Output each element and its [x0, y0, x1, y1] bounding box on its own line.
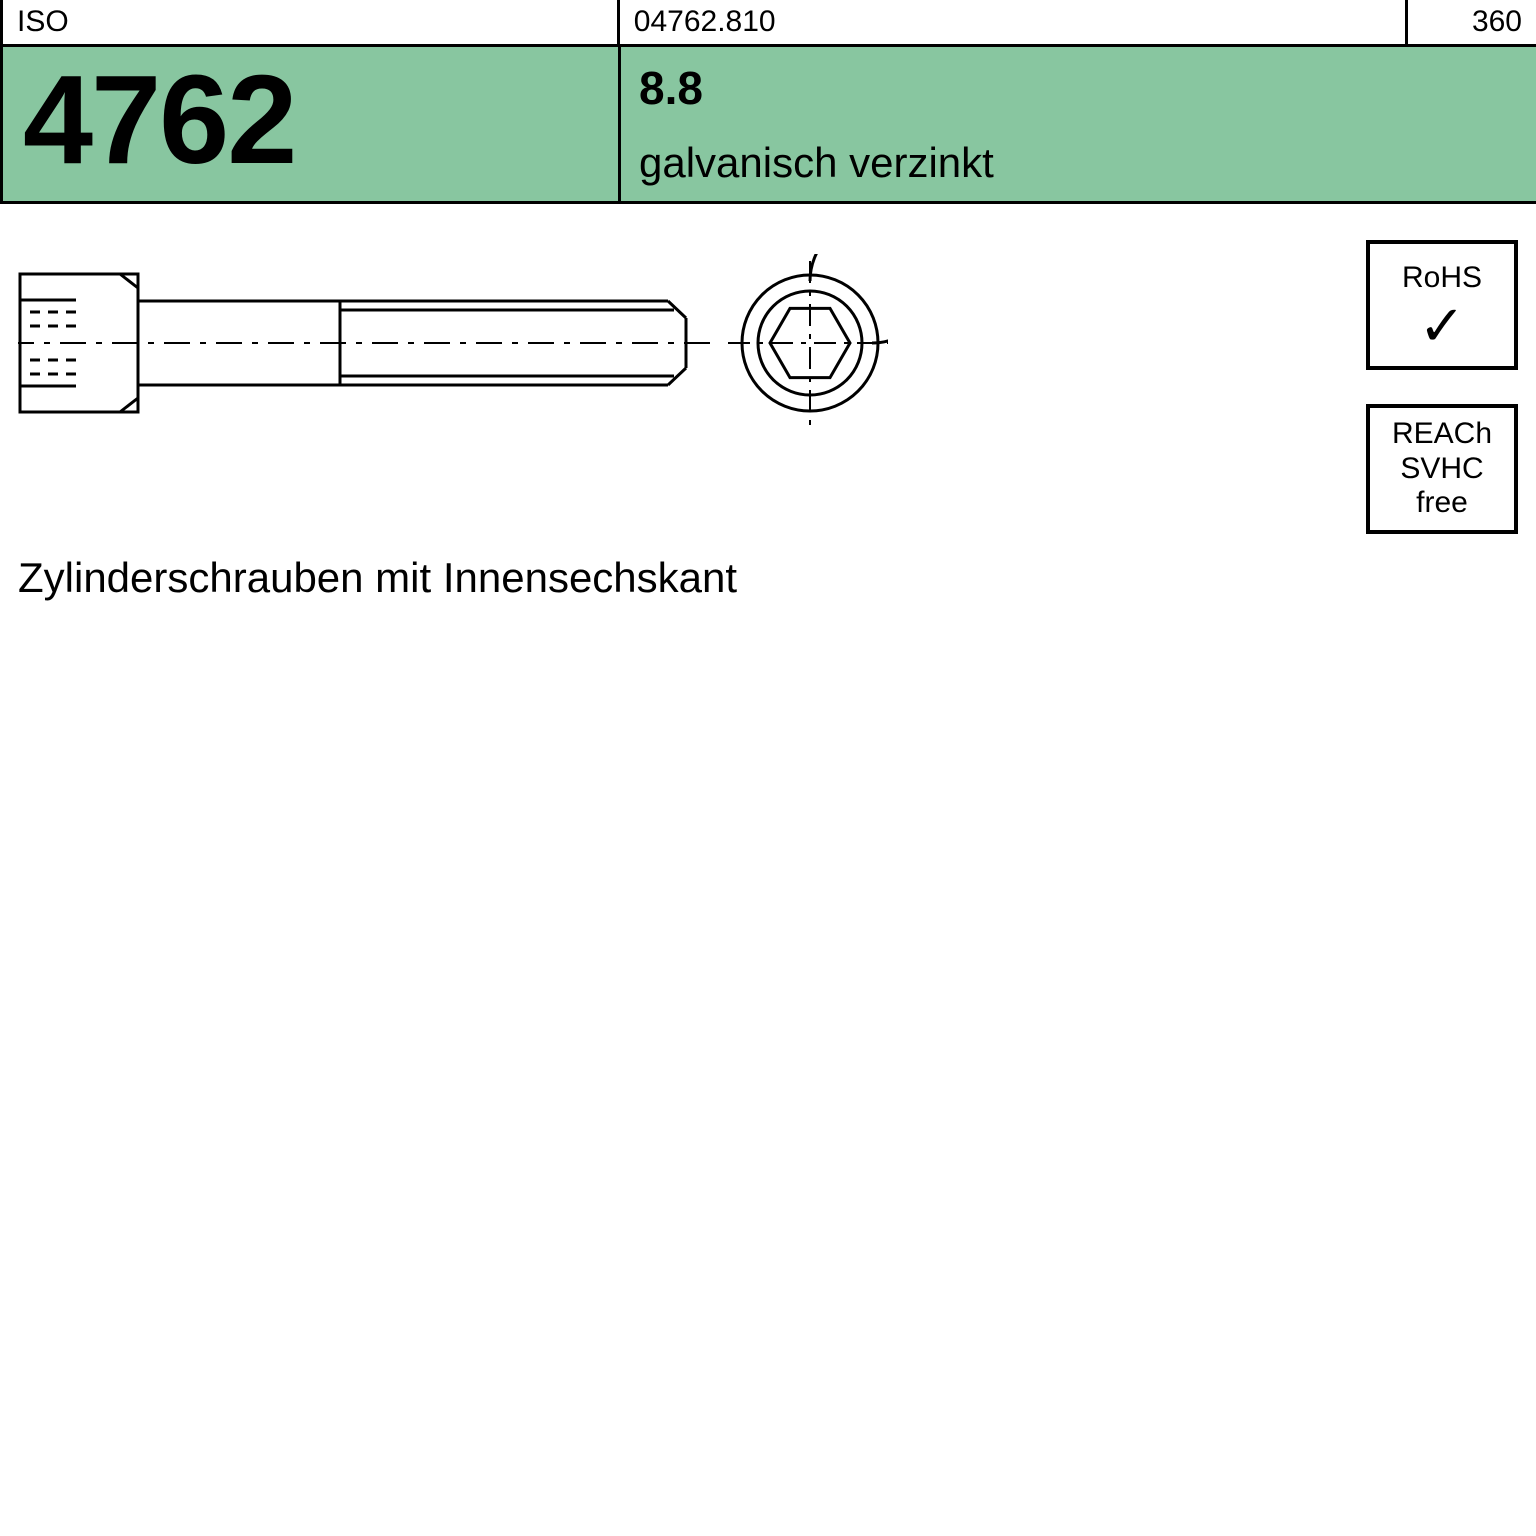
article-code: 04762.810 — [620, 0, 1408, 44]
standard-band: 4762 8.8 galvanisch verzinkt — [0, 44, 1536, 204]
product-caption: Zylinderschrauben mit Innensechskant — [18, 554, 737, 602]
iso-label: ISO — [3, 0, 620, 44]
standard-number-cell: 4762 — [3, 47, 621, 201]
datasheet-content: ISO 04762.810 360 4762 8.8 galvanisch ve… — [0, 0, 1536, 634]
reach-line3: free — [1416, 486, 1468, 521]
compliance-badges: RoHS ✓ REACh SVHC free — [1366, 240, 1518, 534]
datasheet-card: ISO 04762.810 360 4762 8.8 galvanisch ve… — [0, 0, 1536, 1536]
strength-grade: 8.8 — [639, 61, 1536, 115]
header-row: ISO 04762.810 360 — [0, 0, 1536, 44]
finish-text: galvanisch verzinkt — [639, 139, 1536, 187]
reach-badge: REACh SVHC free — [1366, 404, 1518, 534]
screw-drawing — [18, 254, 888, 434]
mid-area: RoHS ✓ REACh SVHC free Zylinderschrauben… — [0, 204, 1536, 634]
standard-number: 4762 — [23, 47, 295, 201]
angle-value: 360 — [1408, 0, 1536, 44]
rohs-badge: RoHS ✓ — [1366, 240, 1518, 370]
reach-line2: SVHC — [1400, 452, 1483, 487]
rohs-label: RoHS — [1402, 261, 1482, 296]
standard-details: 8.8 galvanisch verzinkt — [621, 47, 1536, 201]
reach-line1: REACh — [1392, 417, 1492, 452]
check-icon: ✓ — [1419, 304, 1466, 349]
